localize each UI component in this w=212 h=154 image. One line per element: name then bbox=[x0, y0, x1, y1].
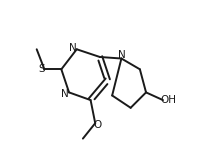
Text: N: N bbox=[61, 89, 69, 99]
Text: N: N bbox=[117, 50, 125, 60]
Text: OH: OH bbox=[160, 95, 176, 105]
Text: S: S bbox=[38, 64, 45, 74]
Text: O: O bbox=[93, 120, 102, 130]
Text: N: N bbox=[69, 43, 77, 53]
